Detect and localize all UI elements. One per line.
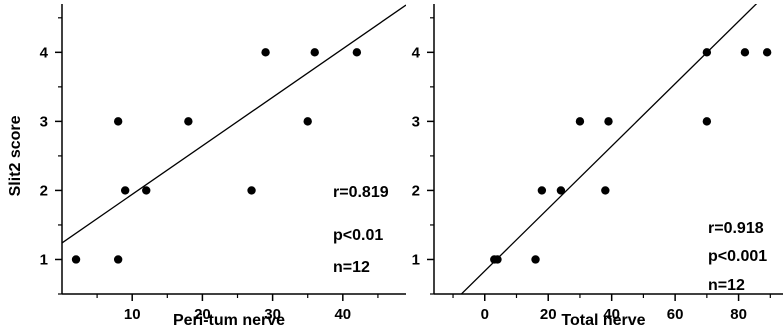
chart-panel-1: 1 2 3 4 10 20 30 40 r=0.819 p<0.01 n=12 Peri-tum ne… bbox=[7, 4, 406, 329]
x-tick-label: 20 bbox=[194, 306, 211, 323]
y-tick-label: 2 bbox=[40, 182, 48, 199]
x-tick-label: 30 bbox=[264, 306, 281, 323]
data-point bbox=[184, 117, 193, 126]
data-point bbox=[702, 48, 712, 57]
data-point bbox=[71, 255, 81, 264]
x-tick-label: 0 bbox=[481, 306, 489, 323]
regression-line bbox=[460, 4, 758, 294]
y-tick-label: 4 bbox=[412, 44, 421, 61]
x-tick-label: 40 bbox=[603, 306, 620, 323]
stats-label: r=0.918 bbox=[708, 220, 764, 237]
stats-label: r=0.819 bbox=[333, 184, 389, 201]
data-point bbox=[120, 186, 130, 195]
x-tick-label: 40 bbox=[334, 306, 351, 323]
data-point bbox=[556, 186, 566, 195]
x-tick-label: 60 bbox=[667, 306, 684, 323]
x-axis-label: Peri-tum nerve bbox=[173, 312, 285, 329]
data-point bbox=[531, 255, 540, 264]
data-point bbox=[604, 117, 613, 126]
data-point bbox=[352, 48, 362, 57]
stats-label: n=12 bbox=[708, 277, 745, 294]
data-point bbox=[493, 255, 502, 264]
x-axis-label: Total nerve bbox=[561, 312, 645, 329]
data-point bbox=[142, 186, 151, 195]
stats-label: p<0.01 bbox=[333, 227, 383, 244]
data-point bbox=[762, 48, 772, 57]
x-tick-label: 80 bbox=[730, 306, 747, 323]
data-point bbox=[113, 117, 123, 126]
x-tick-label: 20 bbox=[540, 306, 557, 323]
data-point bbox=[247, 186, 256, 195]
data-point bbox=[113, 255, 123, 264]
y-tick-label: 4 bbox=[40, 44, 49, 61]
data-point bbox=[537, 186, 547, 195]
y-tick-label: 3 bbox=[40, 113, 48, 130]
data-point bbox=[303, 117, 312, 126]
data-point bbox=[601, 186, 610, 195]
y-tick-label: 3 bbox=[412, 113, 420, 130]
data-point bbox=[261, 48, 270, 57]
y-tick-label: 1 bbox=[40, 251, 48, 268]
stats-label: p<0.001 bbox=[708, 248, 767, 265]
y-tick-label: 2 bbox=[412, 182, 420, 199]
data-point bbox=[575, 117, 585, 126]
data-point bbox=[310, 48, 319, 57]
data-point bbox=[702, 117, 712, 126]
x-tick-label: 10 bbox=[124, 306, 141, 323]
y-axis-label: Slit2 score bbox=[7, 115, 24, 196]
data-point bbox=[740, 48, 750, 57]
y-tick-label: 1 bbox=[412, 251, 420, 268]
stats-label: n=12 bbox=[333, 259, 370, 276]
regression-line bbox=[62, 4, 406, 244]
